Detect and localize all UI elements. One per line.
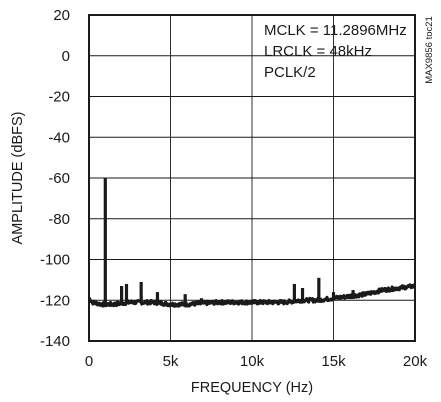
y-tick-label: -120: [40, 292, 70, 309]
x-axis-label: FREQUENCY (Hz): [191, 380, 313, 396]
y-axis-label: AMPLITUDE (dBFS): [10, 112, 26, 245]
y-tick-label: -40: [48, 129, 70, 146]
noise-floor-line: [87, 283, 416, 308]
annotation-mclk: MCLK = 11.2896MHz: [264, 22, 407, 39]
y-tick-label: 20: [53, 7, 70, 24]
tick-labels: 0 5k 10k 15k 20k 20 0 -20 -40 -60 -80 -100 -120 -140: [40, 7, 428, 370]
y-tick-label: -140: [40, 333, 70, 350]
y-tick-label: -60: [48, 170, 70, 187]
x-tick-label: 20k: [403, 353, 428, 370]
x-tick-label: 0: [85, 353, 93, 370]
x-tick-label: 10k: [240, 353, 265, 370]
figure-id-label: MAX9856 toc21: [424, 16, 435, 84]
y-tick-label: -80: [48, 211, 70, 228]
annotation-pclk: PCLK/2: [264, 64, 316, 81]
annotation-lrclk: LRCLK = 48kHz: [264, 43, 372, 60]
y-tick-label: -20: [48, 89, 70, 106]
grid: [89, 15, 415, 341]
plot-border: [88, 14, 416, 342]
series-group: [87, 178, 416, 308]
y-tick-label: -100: [40, 252, 70, 269]
y-tick-label: 0: [62, 48, 70, 65]
x-tick-label: 15k: [321, 353, 346, 370]
x-tick-label: 5k: [163, 353, 179, 370]
